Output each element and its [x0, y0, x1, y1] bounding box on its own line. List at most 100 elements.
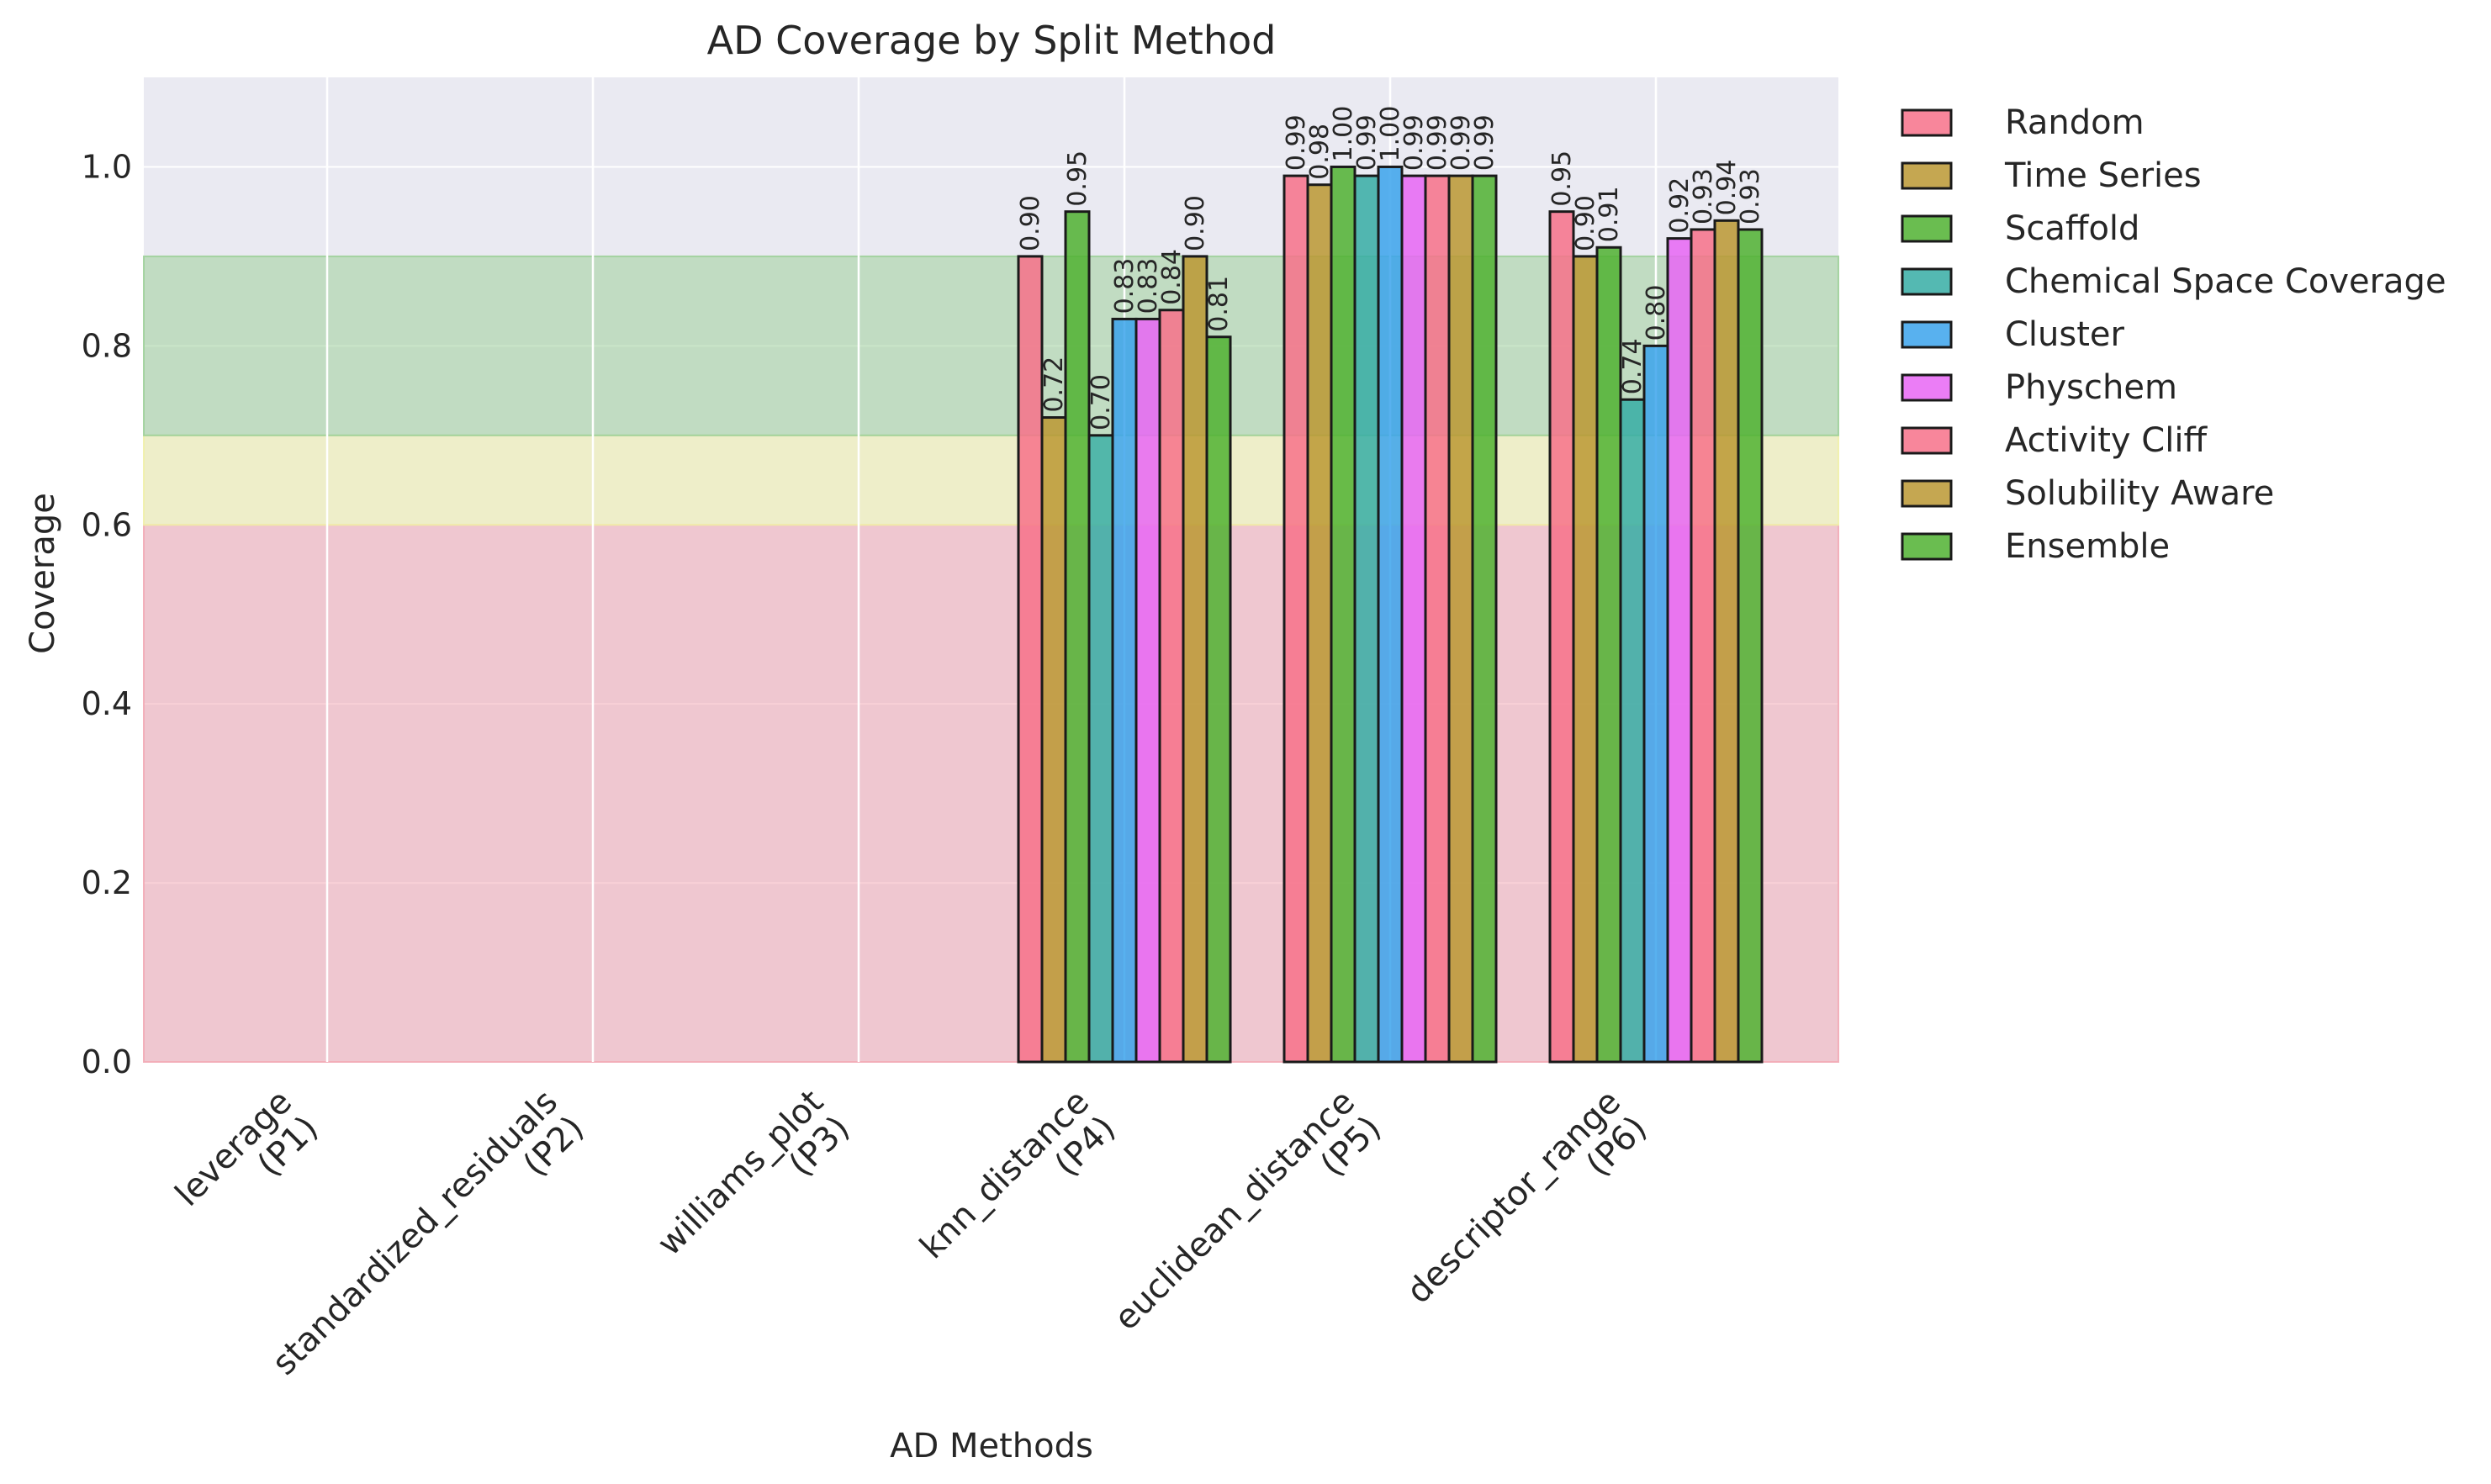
x-tick-label: leverage(P1)	[168, 1083, 325, 1240]
legend-swatch	[1901, 373, 1953, 402]
bar	[1690, 228, 1716, 1064]
bar-value-label: 0.70	[1087, 374, 1116, 430]
bar	[1283, 174, 1309, 1064]
bar-value-label: 0.94	[1712, 160, 1742, 216]
bar	[1548, 210, 1575, 1064]
legend-item: Solubility Aware	[1901, 474, 2274, 513]
legend-label: Time Series	[2004, 156, 2202, 195]
bar	[1064, 210, 1091, 1064]
bar-value-label: 0.95	[1547, 151, 1577, 207]
bar-value-label: 0.72	[1039, 356, 1069, 413]
legend-label: Chemical Space Coverage	[2005, 262, 2446, 301]
y-tick-label: 1.0	[82, 148, 132, 185]
bar-value-label: 0.91	[1595, 186, 1624, 242]
bar-value-label: 0.98	[1305, 124, 1335, 180]
bar-value-label: 0.80	[1642, 285, 1671, 341]
bar-value-label: 0.99	[1352, 114, 1382, 171]
bar-value-label: 0.99	[1282, 114, 1311, 171]
x-tick-label: euclidean_distance(P5)	[1107, 1083, 1388, 1365]
legend-label: Physchem	[2005, 368, 2177, 407]
bar	[1330, 165, 1357, 1064]
bar-value-label: 0.74	[1618, 338, 1647, 394]
bar	[1306, 183, 1333, 1064]
bar-value-label: 0.83	[1110, 258, 1140, 314]
legend-label: Cluster	[2005, 315, 2125, 354]
x-tick-label: williams_plot(P3)	[650, 1083, 857, 1290]
bar-value-label: 0.99	[1423, 114, 1452, 171]
bar	[1666, 237, 1693, 1064]
bar	[1377, 165, 1404, 1064]
x-axis-label: AD Methods	[890, 1427, 1093, 1466]
bar-value-label: 0.81	[1204, 276, 1234, 332]
legend-label: Scaffold	[2005, 209, 2139, 248]
legend: Random Time Series Scaffold Chemical Space …	[1901, 103, 2446, 566]
bar	[1182, 255, 1208, 1064]
bar	[1040, 416, 1067, 1064]
bar	[1087, 434, 1114, 1064]
y-tick-label: 0.4	[82, 685, 132, 722]
legend-swatch	[1901, 532, 1953, 561]
legend-swatch	[1901, 161, 1953, 190]
legend-label: Random	[2005, 103, 2145, 142]
svg-text:williams_plot(P3): williams_plot(P3)	[650, 1083, 857, 1290]
bar-value-label: 1.00	[1329, 106, 1358, 162]
bar-value-label: 0.93	[1736, 168, 1765, 224]
svg-text:euclidean_distance(P5): euclidean_distance(P5)	[1107, 1083, 1388, 1365]
bar-value-label: 0.83	[1134, 258, 1163, 314]
x-tick-label: knn_distance(P4)	[912, 1083, 1123, 1293]
legend-item: Activity Cliff	[1901, 421, 2208, 460]
y-axis-label: Coverage	[24, 493, 62, 654]
svg-text:descriptor_range(P6): descriptor_range(P6)	[1399, 1083, 1654, 1338]
y-tick-label: 0.6	[82, 506, 132, 543]
bar	[1111, 317, 1138, 1064]
legend-item: Scaffold	[1901, 209, 2139, 248]
bar	[1447, 174, 1474, 1064]
bar-value-label: 0.93	[1689, 168, 1718, 224]
legend-swatch	[1901, 320, 1953, 349]
svg-text:leverage(P1): leverage(P1)	[168, 1083, 325, 1240]
legend-swatch	[1901, 214, 1953, 243]
bar	[1400, 174, 1427, 1064]
svg-text:knn_distance(P4): knn_distance(P4)	[912, 1083, 1123, 1293]
plot-area: 0.900.990.950.720.980.900.951.000.910.70…	[82, 77, 1839, 1383]
chart-title: AD Coverage by Split Method	[707, 18, 1277, 63]
bar-value-label: 1.00	[1376, 106, 1405, 162]
bar-value-label: 0.90	[1016, 195, 1045, 251]
legend-item: Time Series	[1901, 156, 2202, 195]
bar	[1642, 344, 1669, 1064]
legend-label: Ensemble	[2005, 527, 2170, 566]
legend-item: Ensemble	[1901, 527, 2170, 566]
legend-swatch	[1901, 479, 1953, 508]
bar	[1595, 246, 1622, 1064]
bar-value-label: 0.99	[1446, 114, 1476, 171]
bar	[1353, 174, 1380, 1064]
bar-value-label: 0.95	[1063, 151, 1092, 207]
bar	[1134, 317, 1161, 1064]
bar	[1471, 174, 1498, 1064]
bar	[1424, 174, 1451, 1064]
y-tick-label: 0.2	[82, 864, 132, 901]
bar-value-label: 0.92	[1665, 177, 1695, 234]
legend-label: Solubility Aware	[2005, 474, 2274, 513]
bar-value-label: 0.99	[1470, 114, 1499, 171]
bar	[1572, 255, 1599, 1064]
legend-item: Random	[1901, 103, 2145, 142]
bar	[1158, 309, 1185, 1064]
legend-item: Chemical Space Coverage	[1901, 262, 2446, 301]
bar	[1737, 228, 1764, 1064]
bar	[1713, 219, 1740, 1064]
legend-item: Cluster	[1901, 315, 2125, 354]
bar	[1017, 255, 1044, 1064]
legend-label: Activity Cliff	[2005, 421, 2208, 460]
bar-value-label: 0.90	[1181, 195, 1210, 251]
bar-value-label: 0.99	[1399, 114, 1429, 171]
x-tick-label: descriptor_range(P6)	[1399, 1083, 1654, 1338]
legend-item: Physchem	[1901, 368, 2177, 407]
y-tick-label: 0.0	[82, 1043, 132, 1080]
legend-swatch	[1901, 267, 1953, 296]
bar-value-label: 0.90	[1571, 195, 1600, 251]
bar	[1619, 398, 1646, 1064]
y-tick-label: 0.8	[82, 327, 132, 364]
legend-swatch	[1901, 108, 1953, 137]
